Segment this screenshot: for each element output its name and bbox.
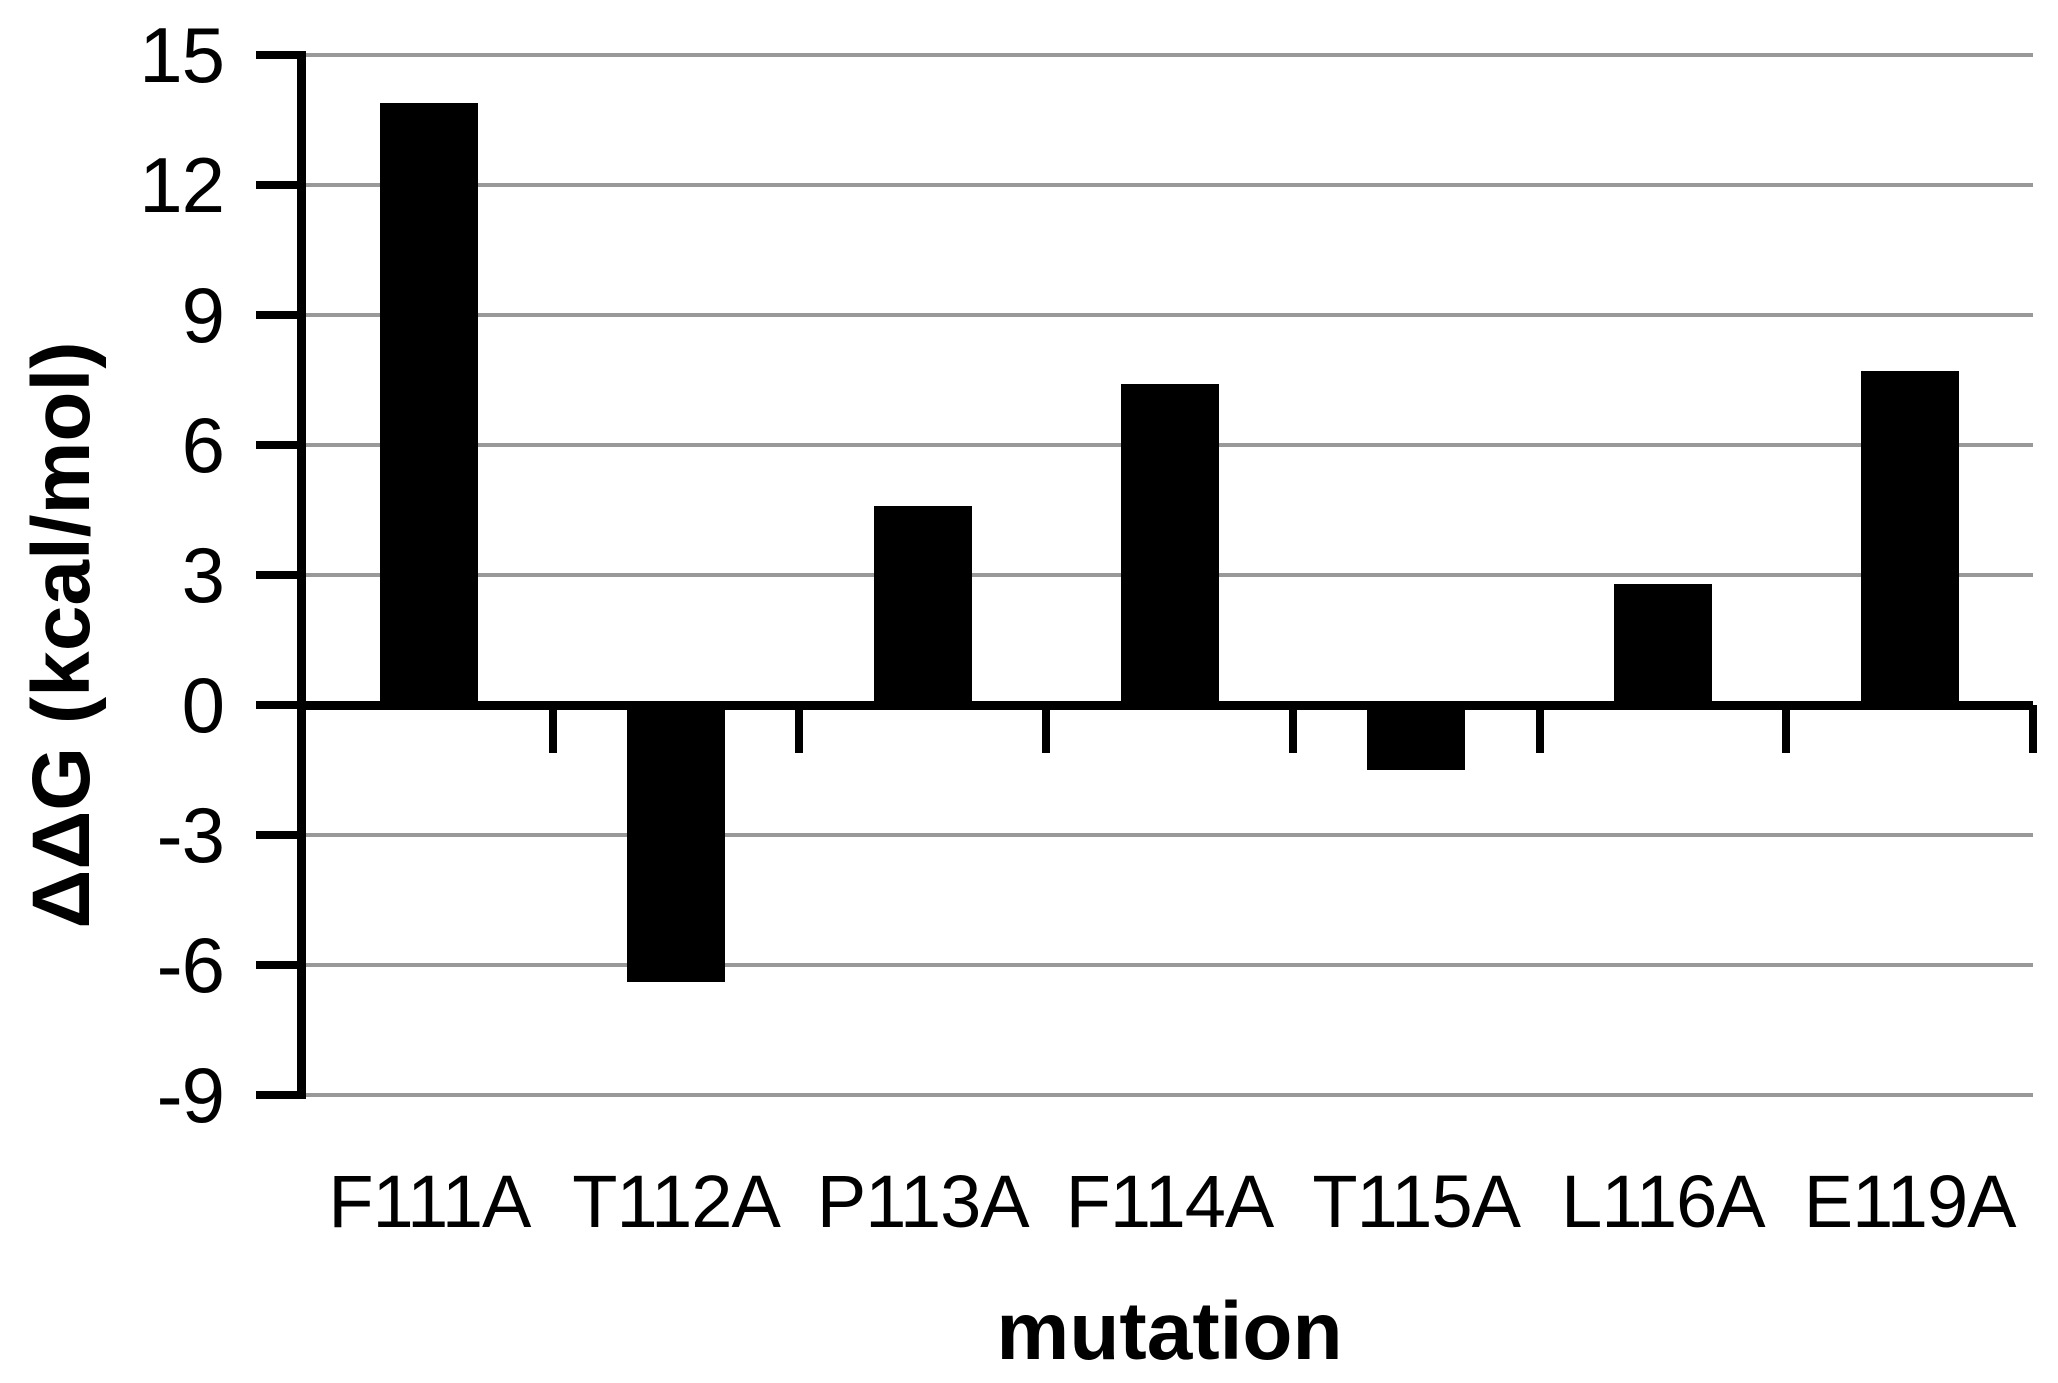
y-tick-mark-3: [256, 571, 306, 579]
y-tick-mark-12: [256, 181, 306, 189]
x-tick-mark-2: [795, 705, 804, 753]
y-tick-mark--9: [256, 1091, 306, 1099]
x-tick-mark-7: [2029, 705, 2037, 753]
y-tick-mark--3: [256, 831, 306, 839]
gridline-y15: [306, 53, 2033, 57]
y-tick-label-0: 0: [181, 661, 225, 749]
y-axis-line: [297, 51, 306, 1099]
y-tick-label-12: 12: [139, 141, 225, 229]
y-tick-mark-0: [256, 701, 306, 709]
y-tick-label--6: -6: [156, 921, 225, 1009]
y-tick-label-15: 15: [139, 11, 225, 99]
y-tick-label--9: -9: [156, 1051, 225, 1139]
y-tick-label-6: 6: [181, 401, 225, 489]
bar-L116A: [1613, 583, 1712, 705]
bar-F114A: [1120, 384, 1219, 705]
y-tick-label--3: -3: [156, 791, 225, 879]
bar-F111A: [380, 102, 479, 705]
bar-E119A: [1860, 371, 1959, 705]
bar-P113A: [873, 505, 972, 705]
bar-T115A: [1367, 705, 1466, 770]
bar-T112A: [627, 705, 726, 983]
x-tick-mark-6: [1782, 705, 1791, 753]
x-axis-title: mutation: [996, 1286, 1343, 1377]
x-category-label-P113A: P113A: [816, 1160, 1030, 1243]
y-tick-mark-6: [256, 441, 306, 449]
x-category-label-T112A: T112A: [572, 1160, 781, 1243]
x-category-label-T115A: T115A: [1312, 1160, 1521, 1243]
x-tick-mark-4: [1288, 705, 1297, 753]
gridline-y12: [306, 183, 2033, 187]
x-category-label-F111A: F111A: [328, 1160, 531, 1243]
x-tick-mark-1: [548, 705, 557, 753]
gridline-y-3: [306, 833, 2033, 837]
y-tick-mark--6: [256, 961, 306, 969]
y-tick-mark-15: [256, 51, 306, 59]
x-category-label-E119A: E119A: [1803, 1160, 2017, 1243]
x-tick-mark-3: [1042, 705, 1051, 753]
gridline-y-9: [306, 1093, 2033, 1097]
gridline-y9: [306, 313, 2033, 317]
y-tick-mark-9: [256, 311, 306, 319]
gridline-y-6: [306, 963, 2033, 967]
x-axis-line: [297, 701, 2033, 710]
y-axis-title: ΔΔG (kcal/mol): [16, 341, 107, 929]
x-tick-mark-5: [1535, 705, 1544, 753]
x-category-label-F114A: F114A: [1065, 1160, 1275, 1243]
y-tick-label-9: 9: [181, 271, 225, 359]
y-tick-label-3: 3: [181, 531, 225, 619]
x-category-label-L116A: L116A: [1561, 1160, 1766, 1243]
